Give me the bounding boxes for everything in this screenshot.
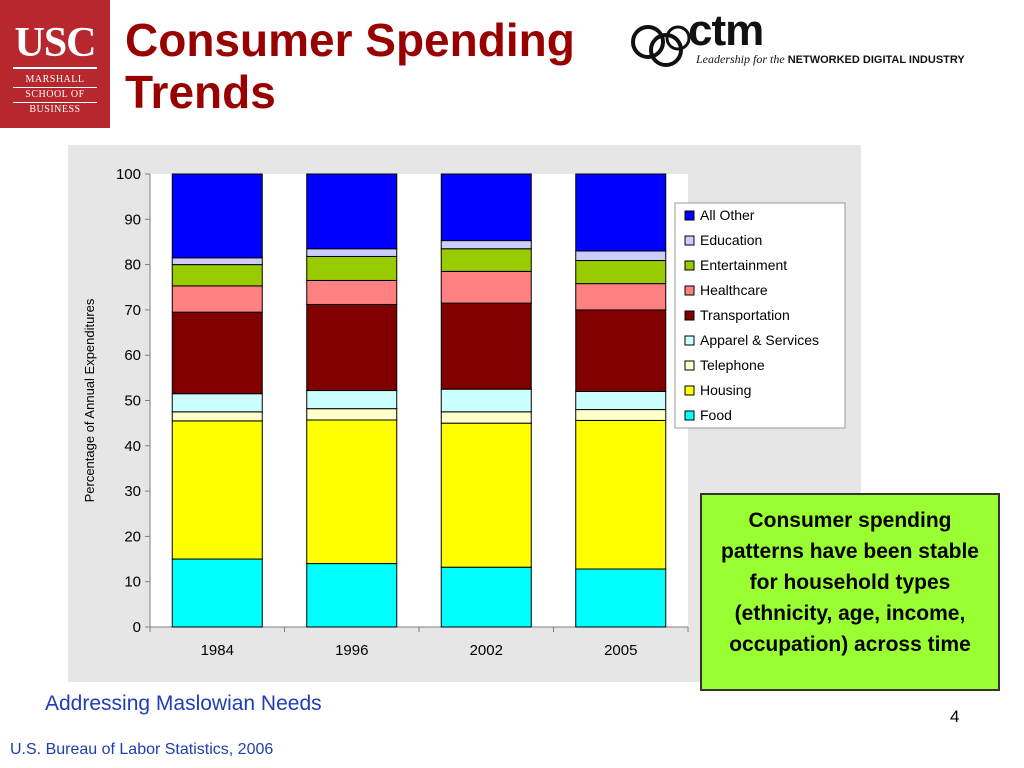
bar-segment (440, 302, 532, 390)
bar-segment (306, 419, 398, 565)
bar-segment (306, 279, 398, 305)
legend-swatch (684, 235, 695, 246)
source-citation: U.S. Bureau of Labor Statistics, 2006 (10, 741, 274, 758)
bar-segment (440, 173, 532, 242)
legend-swatch (684, 210, 695, 221)
bar-segment (306, 408, 398, 421)
usc-logo-rule (13, 67, 97, 69)
bar-segment (440, 240, 532, 250)
subtitle: Addressing Maslowian Needs (45, 692, 322, 715)
y-tick-label: 10 (124, 574, 141, 591)
y-tick-label: 20 (124, 528, 141, 545)
y-tick-label: 60 (124, 347, 141, 364)
ctm-tagline-italic: Leadership for the (696, 52, 785, 66)
legend-swatch (684, 260, 695, 271)
y-tick-label: 70 (124, 302, 141, 319)
legend-label: Transportation (700, 307, 790, 323)
y-tick-label: 0 (133, 619, 141, 636)
ctm-logo: ctm Leadership for the NETWORKED DIGITAL… (628, 6, 998, 78)
bar-segment (440, 422, 532, 568)
usc-logo-line-2: SCHOOL OF (13, 87, 97, 102)
bar-segment (575, 568, 667, 628)
bar-segment (306, 303, 398, 392)
y-tick-label: 100 (116, 166, 141, 183)
y-tick-label: 30 (124, 483, 141, 500)
page-number: 4 (950, 707, 960, 726)
x-tick-label: 2002 (470, 642, 503, 659)
bar-segment (171, 311, 263, 395)
legend-label: Telephone (700, 357, 765, 373)
chart-area: 0 10 20 30 40 50 60 70 80 90 100 1984 1996 2002 2005 Pe… (68, 145, 861, 682)
legend-swatch (684, 360, 695, 371)
ctm-tagline-bold: NETWORKED DIGITAL INDUSTRY (787, 54, 965, 66)
usc-marshall-logo: USC MARSHALL SCHOOL OF BUSINESS (0, 0, 110, 128)
bar-segment (575, 260, 667, 285)
bar-segment (575, 283, 667, 311)
legend-swatch (684, 410, 695, 421)
bar-segment (306, 255, 398, 281)
bar-segment (575, 309, 667, 392)
legend-swatch (684, 285, 695, 296)
bar-segment (171, 285, 263, 313)
y-tick-label: 50 (124, 393, 141, 410)
usc-logo-line-3: BUSINESS (13, 102, 97, 117)
bar-segment (171, 411, 263, 422)
bar-segment (575, 250, 667, 262)
bar-segment (440, 270, 532, 304)
x-tick-label: 1984 (201, 642, 234, 659)
usc-logo-title: USC (14, 20, 96, 66)
bar-segment (171, 264, 263, 287)
legend-label: Food (700, 407, 732, 423)
bar-segment (575, 409, 667, 421)
bar-segment (440, 411, 532, 424)
legend-label: Healthcare (700, 282, 768, 298)
legend-label: Apparel & Services (700, 332, 819, 348)
slide-title: Consumer Spending Trends (125, 14, 575, 118)
bar-segment (171, 558, 263, 628)
bar-segment (575, 390, 667, 411)
legend-label: All Other (700, 207, 755, 223)
bar-segment (575, 173, 667, 252)
bar-segment (171, 173, 263, 259)
bar-segment (171, 420, 263, 560)
usc-logo-line-1: MARSHALL (25, 74, 85, 85)
bar-segment (171, 393, 263, 413)
bar-segment (575, 419, 667, 570)
y-axis-label: Percentage of Annual Expenditures (82, 298, 97, 502)
bar-segment (171, 257, 263, 266)
slide-title-line-1: Consumer Spending (125, 14, 575, 66)
legend-label: Housing (700, 382, 751, 398)
bar-segment (306, 390, 398, 410)
y-tick-label: 90 (124, 211, 141, 228)
ctm-wordmark: ctm (688, 6, 764, 55)
legend-label: Entertainment (700, 257, 787, 273)
y-tick-label: 80 (124, 257, 141, 274)
x-tick-label: 2005 (604, 642, 637, 659)
legend-swatch (684, 310, 695, 321)
bar-segment (306, 563, 398, 628)
legend-swatch (684, 385, 695, 396)
legend-swatch (684, 335, 695, 346)
ctm-tagline: Leadership for the NETWORKED DIGITAL IND… (696, 52, 965, 67)
bar-segment (440, 248, 532, 272)
bar-segment (440, 388, 532, 413)
bar-segment (306, 248, 398, 257)
legend-box (674, 202, 846, 429)
slide-title-line-2: Trends (125, 66, 276, 118)
ctm-rings-icon (631, 25, 691, 67)
bar-segment (306, 173, 398, 250)
x-tick-label: 1996 (335, 642, 368, 659)
note-callout: Consumer spending patterns have been sta… (700, 493, 1000, 691)
bar-segment (440, 566, 532, 628)
legend-label: Education (700, 232, 762, 248)
y-tick-label: 40 (124, 438, 141, 455)
stacked-bar-chart: 0 10 20 30 40 50 60 70 80 90 100 1984 1996 2002 2005 Pe… (82, 166, 846, 659)
